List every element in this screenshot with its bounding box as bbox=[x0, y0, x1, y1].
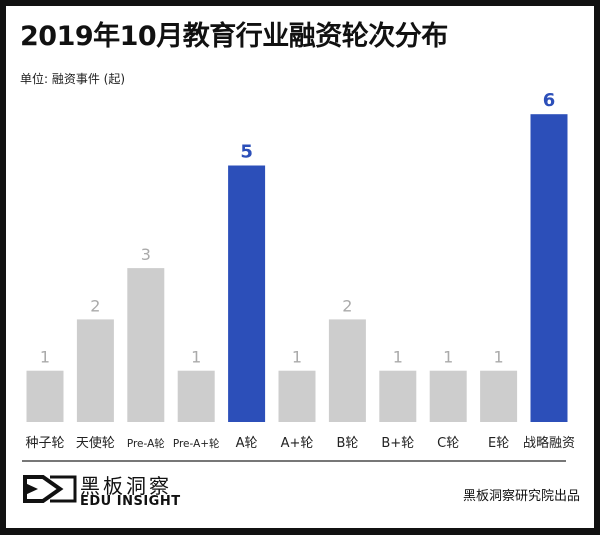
category-label: 天使轮 bbox=[76, 435, 115, 451]
bar-4 bbox=[228, 165, 266, 422]
bar-5 bbox=[278, 370, 316, 422]
bar-1 bbox=[76, 319, 114, 422]
unit-label: 单位: 融资事件 (起) bbox=[20, 72, 126, 86]
category-label: B+轮 bbox=[381, 436, 414, 451]
category-label: C轮 bbox=[437, 436, 459, 451]
category-label: Pre-A+轮 bbox=[173, 437, 220, 450]
value-label: 1 bbox=[443, 348, 453, 367]
source-note: 黑板洞察研究院出品 bbox=[462, 489, 580, 504]
chart-panel bbox=[6, 6, 594, 528]
value-label: 1 bbox=[40, 348, 50, 367]
category-label: Pre-A轮 bbox=[127, 437, 165, 450]
value-label: 1 bbox=[494, 348, 504, 367]
bar-10 bbox=[530, 114, 568, 422]
category-label: B轮 bbox=[336, 436, 358, 451]
logo-subtext: EDU INSIGHT bbox=[80, 494, 181, 509]
bar-7 bbox=[379, 370, 417, 422]
category-label: A+轮 bbox=[281, 436, 314, 451]
category-label: 种子轮 bbox=[25, 436, 64, 451]
bar-9 bbox=[480, 370, 518, 422]
bar-3 bbox=[177, 370, 215, 422]
chart-title: 2019年10月教育行业融资轮次分布 bbox=[20, 21, 448, 52]
logo-text: 黑板洞察 bbox=[80, 474, 172, 498]
value-label: 3 bbox=[141, 245, 151, 264]
bar-0 bbox=[26, 370, 64, 422]
value-label: 6 bbox=[543, 90, 556, 111]
category-label: 战略融资 bbox=[523, 435, 575, 451]
bar-6 bbox=[328, 319, 366, 422]
value-label: 1 bbox=[393, 348, 403, 367]
bar-2 bbox=[127, 268, 165, 422]
value-label: 2 bbox=[342, 296, 352, 315]
value-label: 2 bbox=[90, 296, 100, 315]
value-label: 5 bbox=[240, 142, 253, 163]
value-label: 1 bbox=[191, 348, 201, 367]
category-label: E轮 bbox=[488, 436, 509, 451]
value-label: 1 bbox=[292, 348, 302, 367]
bar-8 bbox=[429, 370, 467, 422]
category-label: A轮 bbox=[236, 436, 258, 451]
